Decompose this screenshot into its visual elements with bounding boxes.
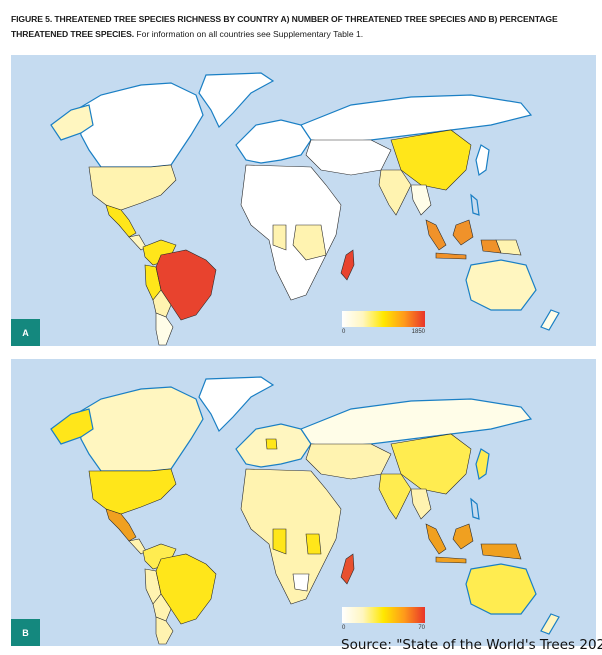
source-attribution: Source: "State of the World's Trees 2021…: [341, 637, 602, 653]
legend-min: 0: [342, 625, 346, 631]
world-map-a: [50, 72, 560, 346]
map-panel-b: 0 70 B: [11, 359, 596, 646]
legend-b: 0 70: [342, 607, 425, 631]
map-panel-a: 0 1850 A: [11, 55, 596, 346]
legend-min: 0: [342, 329, 346, 335]
color-scale-bar: [342, 607, 425, 623]
legend-a: 0 1850: [342, 311, 425, 335]
caption-note: For information on all countries see Sup…: [134, 29, 364, 39]
legend-max: 1850: [411, 329, 425, 335]
legend-max: 70: [418, 625, 425, 631]
panel-label-a: A: [11, 319, 40, 346]
world-map-b: [50, 376, 560, 645]
panel-label-b: B: [11, 619, 40, 646]
figure-caption: FIGURE 5. THREATENED TREE SPECIES RICHNE…: [11, 12, 596, 42]
color-scale-bar: [342, 311, 425, 327]
caption-title: FIGURE 5. THREATENED TREE SPECIES RICHNE…: [11, 14, 558, 39]
